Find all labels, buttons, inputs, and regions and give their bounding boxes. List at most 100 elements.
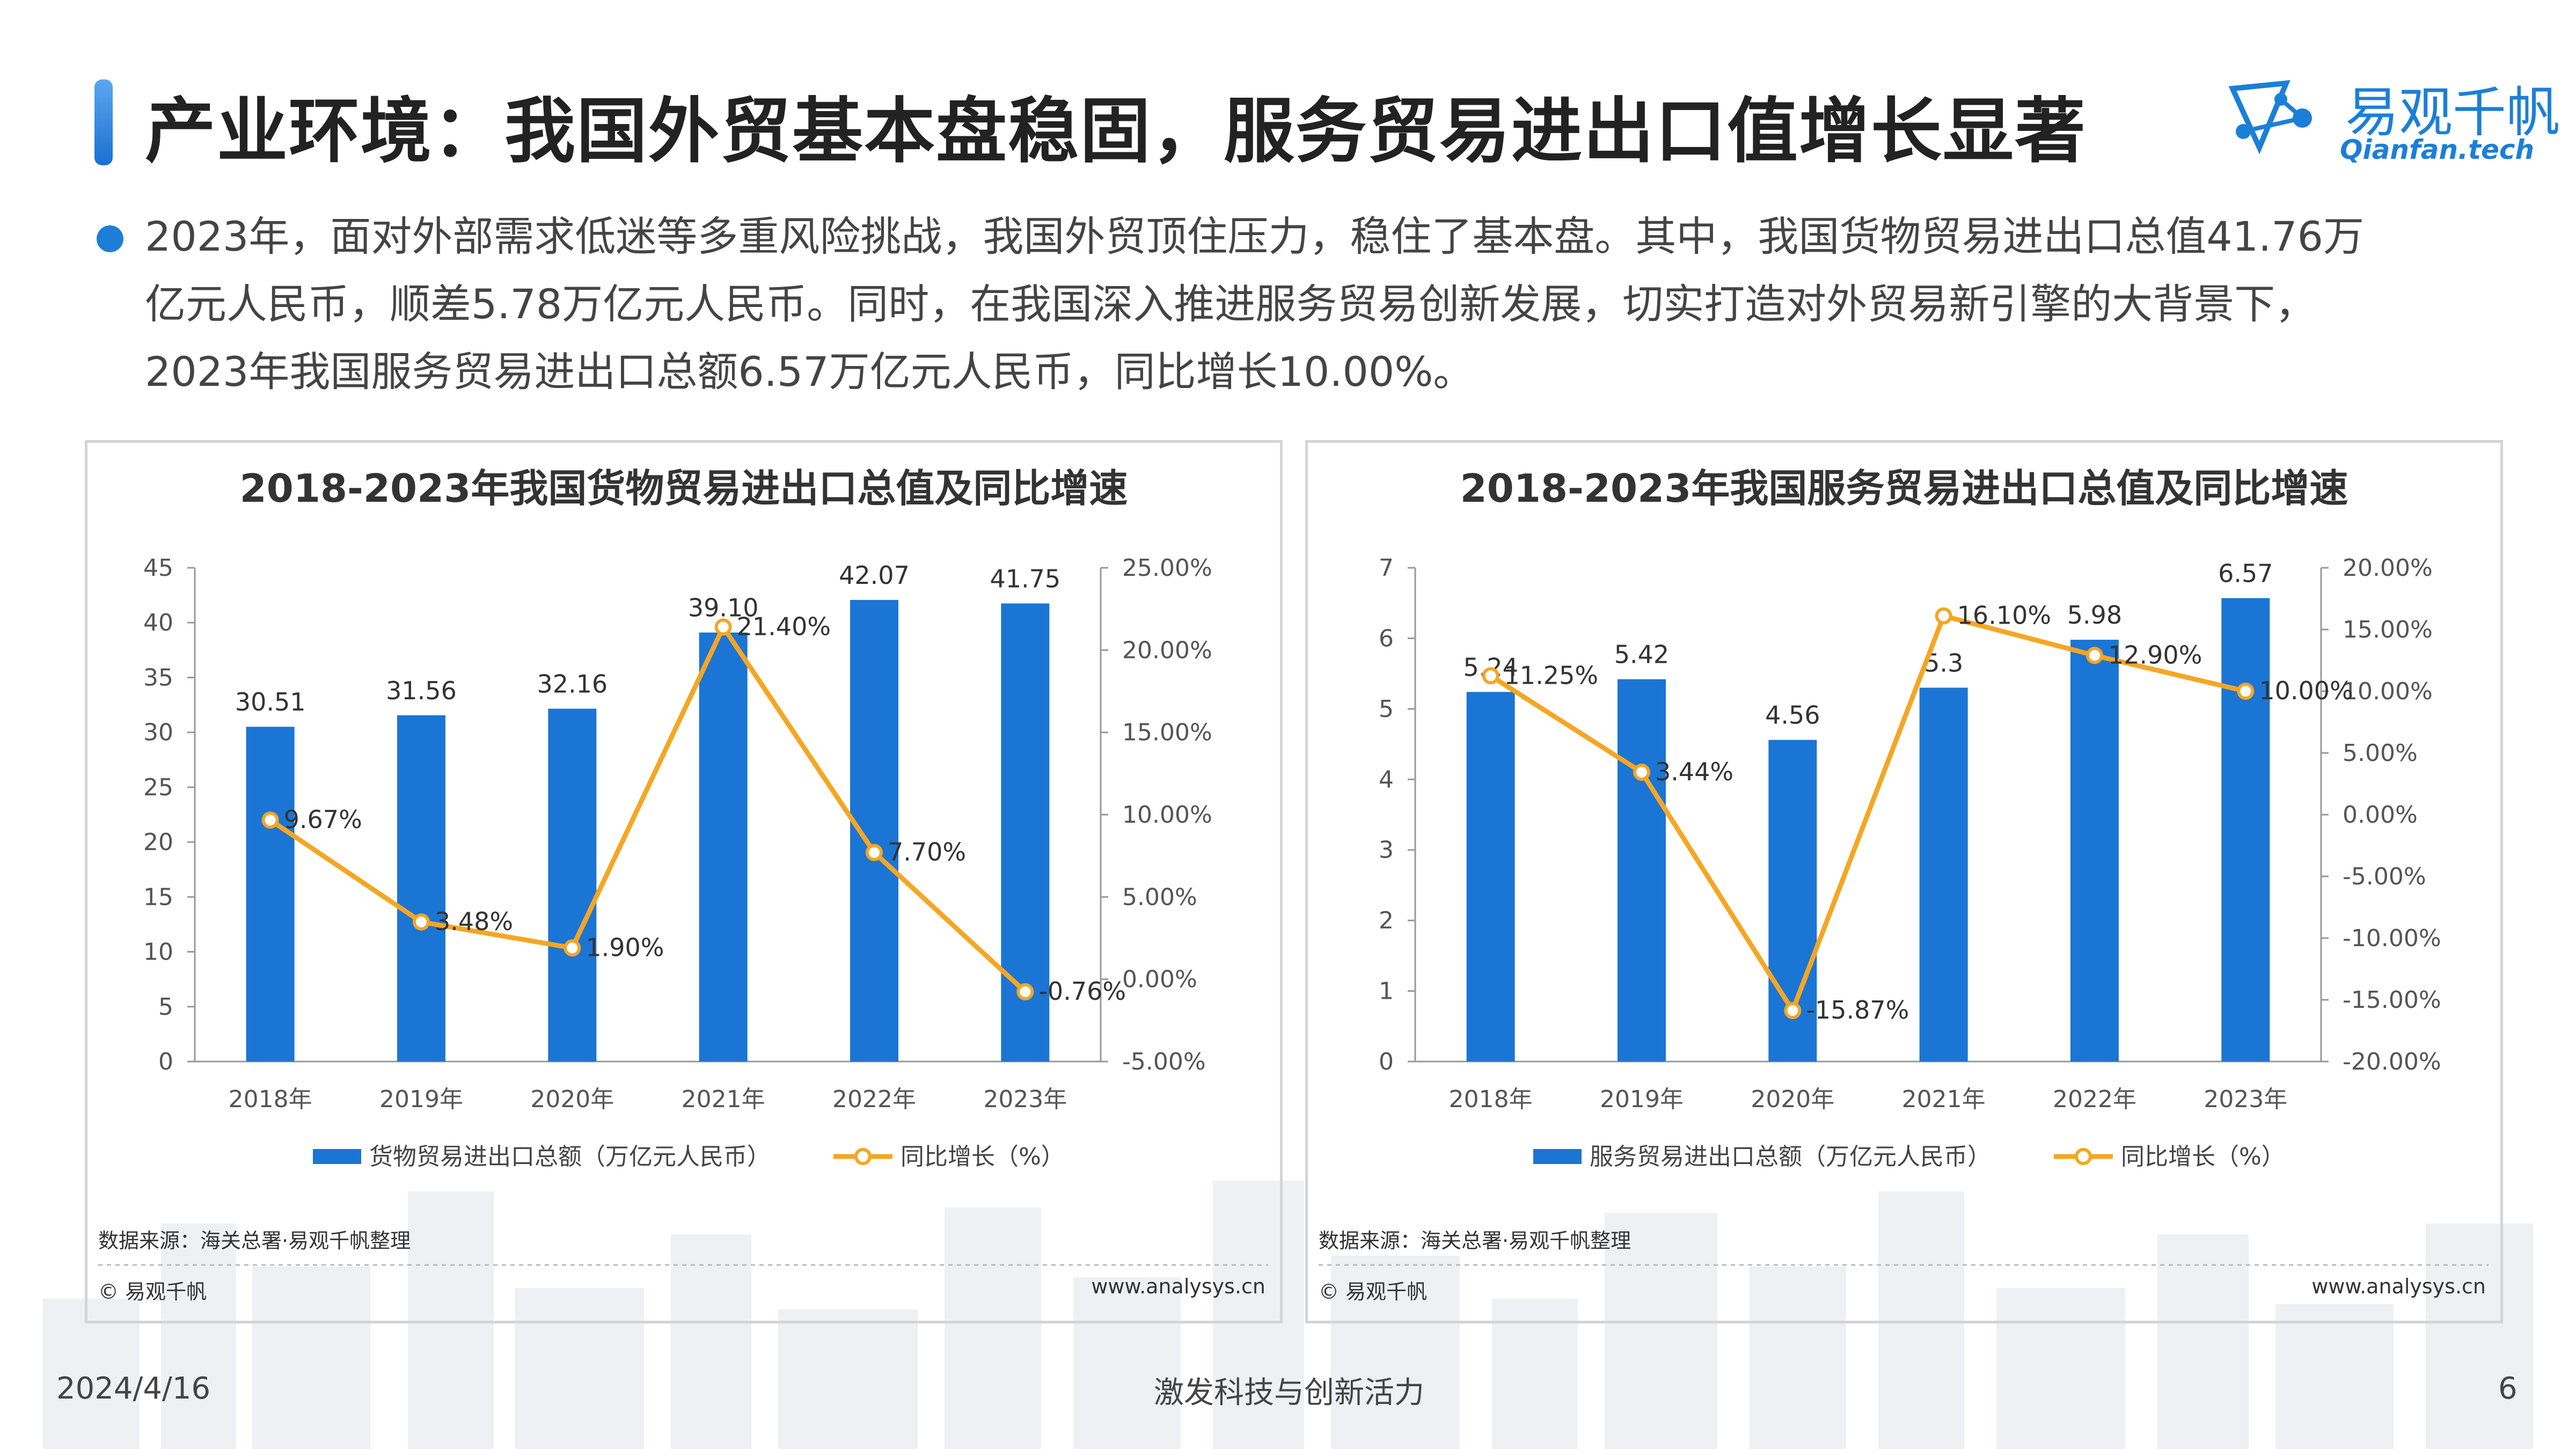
chart-title: 2018-2023年我国货物贸易进出口总值及同比增速 xyxy=(240,466,1128,511)
bar-value-label: 6.57 xyxy=(2218,559,2273,588)
logo-subtext: Qianfan.tech xyxy=(2340,134,2535,165)
bullet-icon xyxy=(97,225,123,252)
bar xyxy=(2070,640,2119,1062)
x-tick-label: 2018年 xyxy=(1449,1086,1533,1113)
qianfan-logo-icon xyxy=(2228,80,2312,155)
growth-point xyxy=(1482,667,1499,685)
growth-value-label: 9.67% xyxy=(284,805,362,834)
right-tick-label: 10.00% xyxy=(1122,801,1212,829)
right-tick-label: 5.00% xyxy=(2343,740,2418,767)
copyright-text: © 易观千帆 xyxy=(98,1280,207,1304)
left-tick-label: 2 xyxy=(1379,907,1394,934)
right-tick-label: -5.00% xyxy=(2343,863,2426,890)
bar xyxy=(397,715,445,1062)
growth-value-label: 16.10% xyxy=(1957,601,2051,630)
bar-value-label: 32.16 xyxy=(537,670,608,699)
growth-value-label: 10.00% xyxy=(2259,676,2353,705)
page-title: 产业环境：我国外贸基本盘稳固，服务贸易进出口值增长显著 xyxy=(145,90,2087,173)
legend-line-label: 同比增长（%） xyxy=(2121,1143,2285,1170)
bar-value-label: 39.10 xyxy=(688,594,759,623)
x-tick-label: 2022年 xyxy=(832,1086,916,1113)
right-tick-label: 15.00% xyxy=(2343,616,2433,643)
right-tick-label: 5.00% xyxy=(1122,883,1197,911)
right-tick-label: 20.00% xyxy=(1122,636,1212,664)
left-tick-label: 5 xyxy=(158,993,173,1021)
left-tick-label: 1 xyxy=(1379,978,1394,1005)
right-tick-label: 0.00% xyxy=(2343,801,2418,829)
growth-point xyxy=(261,811,279,829)
left-tick-label: 45 xyxy=(143,554,173,582)
right-tick-label: -10.00% xyxy=(2343,925,2441,952)
growth-value-label: 1.90% xyxy=(586,933,664,962)
title-accent-bar xyxy=(94,79,113,165)
left-tick-label: 20 xyxy=(143,829,173,856)
bar-value-label: 5.42 xyxy=(1614,640,1669,669)
bar-value-label: 30.51 xyxy=(235,687,306,716)
left-tick-label: 25 xyxy=(143,774,173,801)
growth-value-label: 3.44% xyxy=(1655,757,1733,786)
x-tick-label: 2019年 xyxy=(379,1086,463,1113)
growth-value-label: 12.90% xyxy=(2108,640,2202,669)
footer-slogan: 激发科技与创新活力 xyxy=(1154,1375,1424,1410)
legend-bar-swatch xyxy=(1533,1149,1582,1164)
x-tick-label: 2020年 xyxy=(530,1086,614,1113)
growth-point xyxy=(1016,983,1034,1000)
left-tick-label: 40 xyxy=(143,609,173,636)
x-tick-label: 2021年 xyxy=(682,1086,765,1113)
right-tick-label: -20.00% xyxy=(2343,1048,2441,1075)
growth-line xyxy=(269,624,1027,994)
left-tick-label: 35 xyxy=(143,664,173,691)
growth-point xyxy=(564,939,581,957)
page-number: 6 xyxy=(2498,1371,2518,1406)
x-tick-label: 2023年 xyxy=(2204,1086,2287,1113)
x-tick-label: 2023年 xyxy=(983,1086,1067,1113)
right-tick-label: 0.00% xyxy=(1122,966,1197,993)
left-tick-label: 0 xyxy=(158,1048,173,1075)
right-tick-label: 15.00% xyxy=(1122,719,1212,747)
growth-point xyxy=(413,913,430,931)
bar-value-label: 31.56 xyxy=(386,676,457,705)
skyline-background xyxy=(43,1181,2533,1449)
growth-value-label: 7.70% xyxy=(888,838,966,867)
legend-line-marker xyxy=(854,1148,872,1165)
site-url: www.analysys.cn xyxy=(2311,1275,2486,1298)
left-tick-label: 30 xyxy=(143,719,173,747)
left-tick-label: 15 xyxy=(143,883,173,911)
data-source-note: 数据来源：海关总署·易观千帆整理 xyxy=(98,1229,411,1253)
growth-value-label: 3.48% xyxy=(435,907,513,936)
x-tick-label: 2019年 xyxy=(1600,1086,1684,1113)
bar xyxy=(1919,687,1968,1062)
legend-line-label: 同比增长（%） xyxy=(901,1143,1065,1170)
bar-value-label: 5.98 xyxy=(2067,601,2122,630)
left-tick-label: 0 xyxy=(1379,1048,1394,1075)
goods-trade-chart: 2018-2023年我国货物贸易进出口总值及同比增速 0 5 10 15 20 25 30 35… xyxy=(98,466,1268,1304)
legend-bar-swatch xyxy=(313,1149,361,1164)
goods-trade-chart-panel: 2018-2023年我国货物贸易进出口总值及同比增速 0 5 10 15 20 25 30 35… xyxy=(85,440,1283,1323)
left-tick-label: 3 xyxy=(1379,837,1394,864)
bar xyxy=(246,727,295,1062)
growth-point xyxy=(1935,607,1952,625)
copyright-text: © 易观千帆 xyxy=(1319,1280,1427,1304)
bar-value-label: 4.56 xyxy=(1765,701,1820,730)
bar xyxy=(548,708,597,1062)
x-tick-label: 2022年 xyxy=(2053,1086,2136,1113)
legend-bar-label: 货物贸易进出口总额（万亿元人民币） xyxy=(369,1143,771,1170)
growth-point xyxy=(2237,683,2255,700)
growth-point xyxy=(866,844,883,861)
growth-point xyxy=(2086,647,2103,664)
growth-point xyxy=(1784,1002,1802,1020)
growth-point xyxy=(714,618,732,636)
data-source-note: 数据来源：海关总署·易观千帆整理 xyxy=(1319,1229,1631,1253)
x-tick-label: 2021年 xyxy=(1902,1086,1986,1113)
growth-line xyxy=(1489,613,2246,1013)
bar-value-label: 41.75 xyxy=(990,564,1060,593)
bar-value-label: 42.07 xyxy=(839,561,910,590)
growth-value-label: 21.40% xyxy=(737,612,831,641)
service-trade-chart: 2018-2023年我国服务贸易进出口总值及同比增速 0 1 2 3 4 5 6 7 -20.00… xyxy=(1319,466,2489,1304)
left-tick-label: 4 xyxy=(1379,766,1394,793)
bar xyxy=(699,632,748,1062)
legend-line-marker xyxy=(2075,1148,2092,1165)
bar xyxy=(1618,679,1666,1062)
growth-value-label: -0.76% xyxy=(1038,977,1126,1006)
left-tick-label: 10 xyxy=(143,939,173,966)
